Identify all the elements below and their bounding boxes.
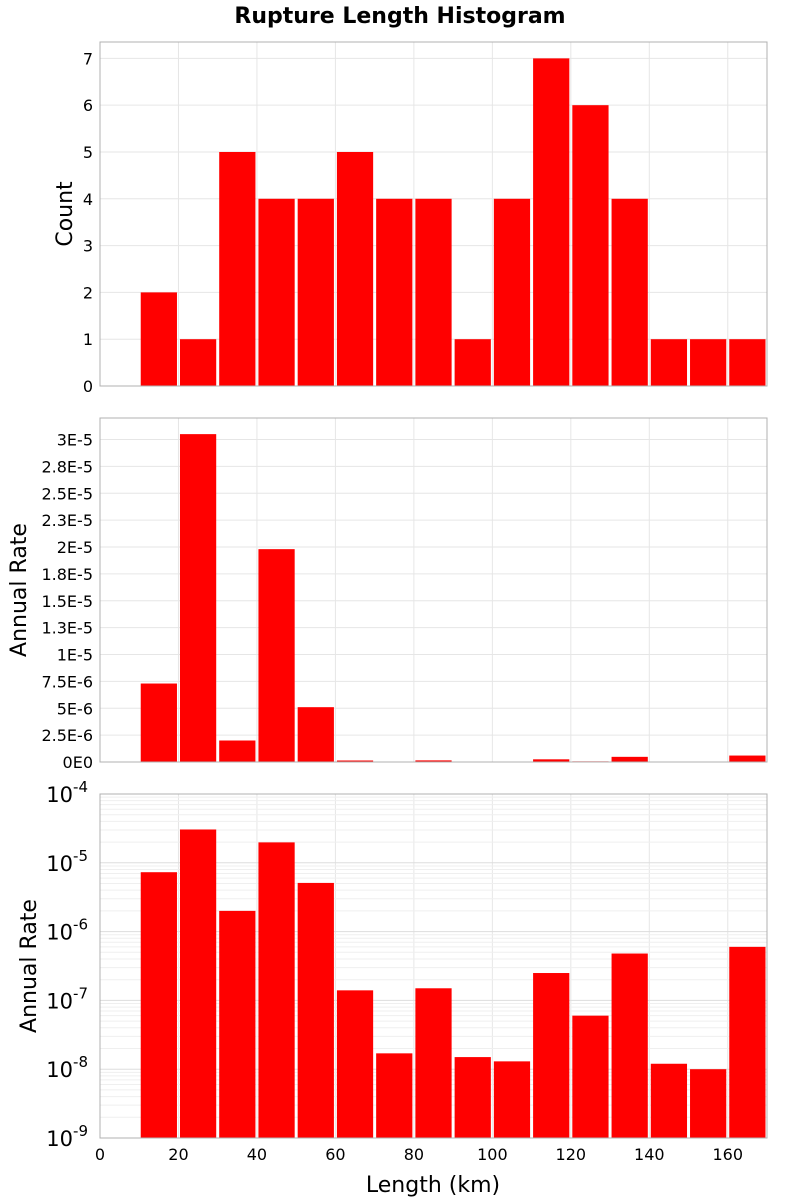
plot-frame: [99, 41, 768, 387]
y-tick-label: 10-4: [46, 778, 88, 807]
histogram-bar: [729, 339, 766, 386]
histogram-bar: [297, 882, 334, 1138]
histogram-bar: [572, 1015, 609, 1138]
panel-2: 0E0 2.5E-6 5E-6 7.5E-6 1E-5 1.3E-5 1.5E-5 1.8E-…: [7, 417, 768, 772]
y-tick-label: 1E-5: [57, 646, 93, 665]
panel-3: 10-9 10-8 10-7 10-6 10-5 10-4 Annual Rate: [17, 778, 768, 1151]
histogram-bar: [650, 1063, 688, 1138]
histogram-bar: [376, 198, 413, 386]
histogram-bar: [690, 1069, 727, 1138]
histogram-bar: [336, 990, 374, 1138]
y-tick-label: 6: [83, 96, 93, 115]
y-tick-label: 3E-5: [57, 431, 93, 450]
y-tick-label: 10-5: [46, 847, 88, 876]
y-tick-label: 5: [83, 143, 93, 162]
histogram-bar: [690, 339, 727, 386]
histogram-bar: [729, 946, 766, 1138]
histogram-bar: [533, 58, 570, 386]
histogram-bar: [376, 1053, 413, 1138]
y-tick-label: 10-7: [46, 984, 88, 1013]
histogram-bar: [415, 198, 452, 386]
histogram-bar: [611, 198, 648, 386]
x-axis-label: Length (km): [366, 1173, 500, 1198]
y-axis-label: Count: [53, 181, 78, 247]
x-tick-label: 20: [168, 1145, 188, 1164]
y-tick-label: 2.3E-5: [41, 511, 93, 530]
y-tick-label: 2.5E-5: [41, 484, 93, 503]
histogram-bar: [611, 953, 648, 1138]
y-tick-label: 3: [83, 237, 93, 256]
histogram-bar: [179, 339, 217, 386]
histogram-bar: [297, 198, 334, 386]
histogram-bar: [258, 549, 295, 762]
histogram-bar: [650, 339, 688, 386]
histogram-bar: [297, 707, 334, 762]
y-tick-label: 5E-6: [57, 699, 93, 718]
x-tick-label: 0: [95, 1145, 105, 1164]
y-axis-label: Annual Rate: [17, 899, 42, 1033]
histogram-bar: [493, 198, 531, 386]
histogram-bar: [336, 151, 374, 386]
y-tick-label: 7.5E-6: [41, 672, 93, 691]
histogram-bar: [140, 292, 177, 386]
histogram-bar: [493, 1061, 531, 1138]
panel-1: 0 1 2 3 4 5 6 7 Count: [53, 41, 768, 396]
histogram-bar: [533, 759, 570, 762]
y-tick-label: 0: [83, 377, 93, 396]
y-tick-label: 2E-5: [57, 538, 93, 557]
histogram-bar: [219, 910, 256, 1138]
x-tick-label: 80: [404, 1145, 424, 1164]
x-axis-ticks: 0 20 40 60 80 100 120 140 160: [95, 1145, 743, 1164]
y-tick-label: 10-6: [46, 916, 88, 945]
histogram-bar: [572, 105, 609, 387]
y-tick-label: 1.3E-5: [41, 619, 93, 638]
histogram-bar: [258, 842, 295, 1138]
y-tick-label: 2: [83, 283, 93, 302]
x-tick-label: 60: [325, 1145, 345, 1164]
histogram-bar: [140, 683, 177, 762]
histogram-bar: [454, 339, 491, 386]
x-tick-label: 140: [634, 1145, 665, 1164]
y-tick-label: 1.8E-5: [41, 565, 93, 584]
histogram-bar: [415, 760, 452, 762]
histogram-bar: [258, 198, 295, 386]
histogram-bar: [219, 740, 256, 762]
y-tick-label: 1.5E-5: [41, 592, 93, 611]
x-tick-label: 160: [712, 1145, 743, 1164]
histogram-bar: [533, 973, 570, 1138]
y-tick-label: 4: [83, 190, 93, 209]
y-tick-label: 10-9: [46, 1122, 88, 1151]
histogram-bar: [611, 756, 648, 762]
y-axis-label: Annual Rate: [7, 523, 32, 657]
histogram-bar: [140, 872, 177, 1138]
histogram-bar: [179, 829, 217, 1138]
x-tick-label: 40: [247, 1145, 267, 1164]
plot-frame: [99, 417, 768, 763]
histogram-bar: [729, 755, 766, 762]
x-tick-label: 120: [556, 1145, 587, 1164]
histogram-bar: [454, 1057, 491, 1138]
histogram-bar: [415, 988, 452, 1138]
y-tick-label: 2.8E-5: [41, 457, 93, 476]
y-tick-label: 1: [83, 330, 93, 349]
y-tick-label: 10-8: [46, 1053, 88, 1082]
y-tick-label: 0E0: [63, 753, 93, 772]
histogram-bar: [179, 434, 217, 762]
plot-frame: [99, 793, 768, 1139]
y-tick-label: 2.5E-6: [41, 726, 93, 745]
histogram-bar: [336, 760, 374, 762]
histogram-bar: [219, 151, 256, 386]
chart-title: Rupture Length Histogram: [234, 4, 565, 29]
y-tick-label: 7: [83, 49, 93, 68]
x-tick-label: 100: [477, 1145, 508, 1164]
